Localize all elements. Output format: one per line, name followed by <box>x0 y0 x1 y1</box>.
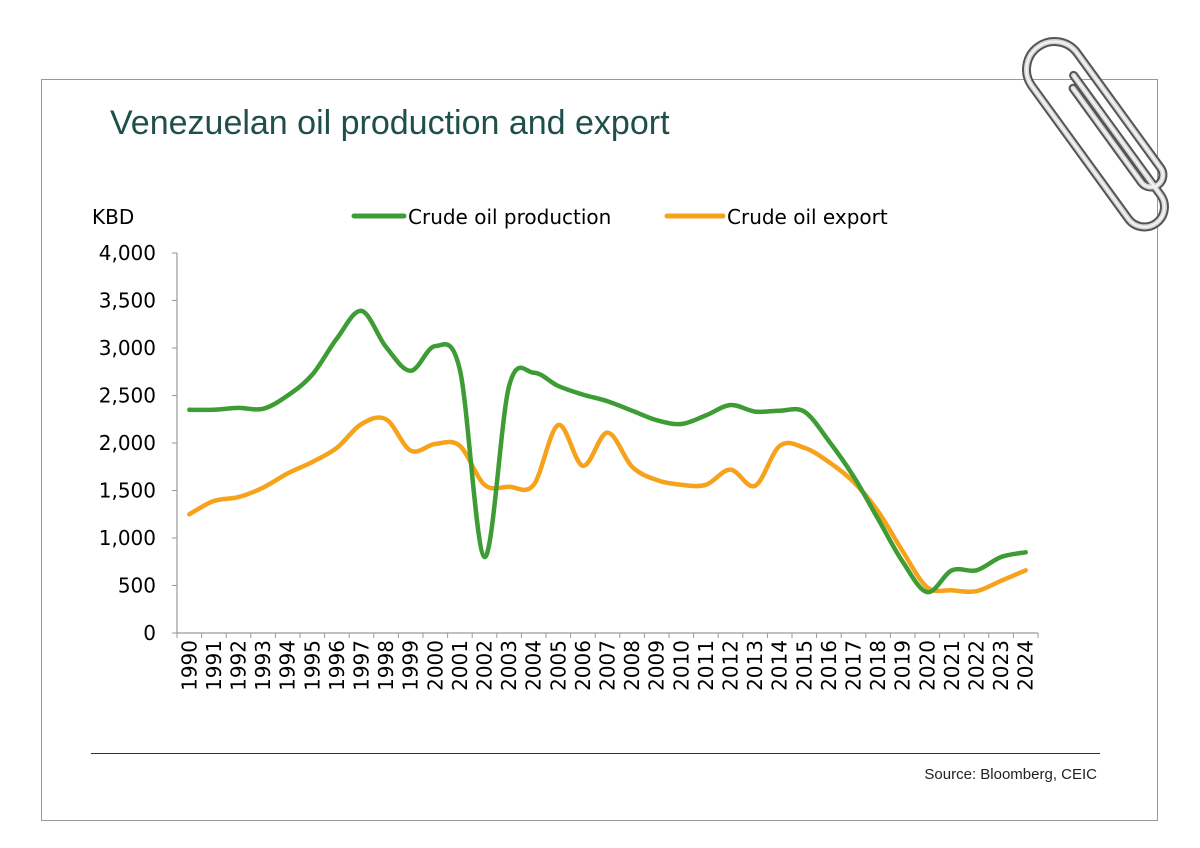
y-tick-label: 1,500 <box>99 479 156 503</box>
x-tick-label: 2019 <box>891 640 915 691</box>
x-tick-label: 2002 <box>473 640 497 691</box>
x-tick-label: 2016 <box>817 640 841 691</box>
series-line-crude-oil-production <box>187 308 1028 595</box>
x-tick-label: 2011 <box>694 640 718 691</box>
y-tick-label: 2,500 <box>99 384 156 408</box>
x-tick-label: 2005 <box>546 640 570 691</box>
x-tick-label: 2009 <box>645 640 669 691</box>
x-tick-label: 2007 <box>596 640 620 691</box>
y-axis-label: KBD <box>92 205 134 229</box>
y-tick-label: 1,000 <box>99 526 156 550</box>
x-tick-label: 2006 <box>571 640 595 691</box>
x-tick-label: 2024 <box>1014 640 1038 691</box>
y-tick-label: 3,500 <box>99 289 156 313</box>
legend-label-crude-oil-export: Crude oil export <box>727 205 888 229</box>
chart-title: Venezuelan oil production and export <box>110 104 670 142</box>
x-tick-label: 1995 <box>300 640 324 691</box>
x-tick-label: 2003 <box>497 640 521 691</box>
y-tick-label: 2,000 <box>99 431 156 455</box>
x-tick-label: 2020 <box>915 640 939 691</box>
x-tick-label: 2021 <box>940 640 964 691</box>
y-tick-label: 0 <box>143 621 156 645</box>
y-tick-label: 500 <box>118 574 156 598</box>
y-tick-label: 3,000 <box>99 336 156 360</box>
x-tick-label: 2014 <box>768 640 792 691</box>
x-tick-label: 1993 <box>251 640 275 691</box>
x-tick-label: 2012 <box>719 640 743 691</box>
x-tick-label: 1992 <box>227 640 251 691</box>
x-tick-label: 1996 <box>325 640 349 691</box>
x-tick-label: 2015 <box>792 640 816 691</box>
x-tick-label: 2004 <box>522 640 546 691</box>
x-tick-label: 2001 <box>448 640 472 691</box>
x-tick-label: 1990 <box>177 640 201 691</box>
x-tick-label: 2010 <box>669 640 693 691</box>
chart-card <box>41 79 1158 821</box>
footer-divider <box>91 753 1100 754</box>
x-tick-label: 1991 <box>202 640 226 691</box>
x-tick-label: 2018 <box>866 640 890 691</box>
x-tick-label: 2023 <box>989 640 1013 691</box>
x-tick-label: 2008 <box>620 640 644 691</box>
series-line-crude-oil-export <box>187 415 1028 595</box>
x-tick-label: 1997 <box>350 640 374 691</box>
source-note: Source: Bloomberg, CEIC <box>924 766 1097 783</box>
x-tick-label: 1998 <box>374 640 398 691</box>
x-tick-label: 2013 <box>743 640 767 691</box>
x-tick-label: 1999 <box>399 640 423 691</box>
y-tick-label: 4,000 <box>99 241 156 265</box>
legend-label-crude-oil-production: Crude oil production <box>408 205 611 229</box>
x-tick-label: 2017 <box>842 640 866 691</box>
x-tick-label: 1994 <box>276 640 300 691</box>
x-tick-label: 2000 <box>423 640 447 691</box>
x-tick-label: 2022 <box>965 640 989 691</box>
